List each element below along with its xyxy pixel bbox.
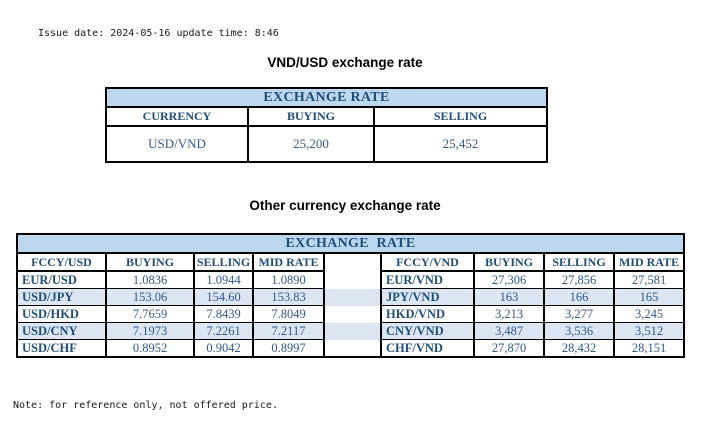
spacer-cell xyxy=(323,339,382,357)
other-table-band-row: EXCHANGE RATE xyxy=(15,233,686,254)
currency-pair-cell: CNY/VND xyxy=(380,322,475,340)
rate-cell: 3,213 xyxy=(473,305,545,323)
usd-table-header-row: CURRENCY BUYING SELLING xyxy=(105,106,548,127)
rate-cell: 3,512 xyxy=(612,322,686,340)
rate-cell: 3,245 xyxy=(612,305,686,323)
column-header-fccy-vnd: FCCY/VND xyxy=(380,252,475,272)
rate-cell: 153.06 xyxy=(105,288,195,306)
rate-cell: 3,277 xyxy=(543,305,615,323)
column-header-selling: SELLING xyxy=(193,252,254,272)
currency-pair-cell: EUR/USD xyxy=(16,270,107,289)
other-table-band: EXCHANGE RATE xyxy=(15,233,686,254)
table-row: USD/HKD 7.7659 7.8439 7.8049 HKD/VND 3,2… xyxy=(16,305,686,323)
rate-cell: 7.1973 xyxy=(105,322,195,340)
spacer-cell xyxy=(323,288,382,306)
usd-table-band: EXCHANGE RATE xyxy=(105,87,548,108)
column-header-buying: BUYING xyxy=(247,106,375,127)
column-header-fccy-usd: FCCY/USD xyxy=(16,252,107,272)
column-header-selling: SELLING xyxy=(373,106,548,127)
usd-table-band-row: EXCHANGE RATE xyxy=(105,87,548,108)
rate-cell: 165 xyxy=(612,288,686,306)
column-header-buying: BUYING xyxy=(105,252,195,272)
column-header-selling: SELLING xyxy=(543,252,615,272)
rate-cell: 1.0836 xyxy=(105,270,195,289)
rate-cell: 163 xyxy=(473,288,545,306)
rate-cell: 27,870 xyxy=(473,339,545,358)
other-table-title: Other currency exchange rate xyxy=(249,198,441,213)
rate-cell: 153.83 xyxy=(252,288,325,306)
rate-cell: 25,452 xyxy=(373,125,548,163)
currency-pair-cell: USD/VND xyxy=(105,125,249,163)
spacer-cell xyxy=(323,322,382,340)
spacer-cell xyxy=(323,252,382,271)
column-header-currency: CURRENCY xyxy=(105,106,249,127)
rate-cell: 0.8952 xyxy=(105,339,195,358)
rate-cell: 27,856 xyxy=(543,270,615,289)
rate-cell: 3,536 xyxy=(543,322,615,340)
spacer-cell xyxy=(323,271,382,289)
column-header-mid-rate: MID RATE xyxy=(252,252,325,272)
rate-cell: 7.8049 xyxy=(252,305,325,323)
table-row: USD/CNY 7.1973 7.2261 7.2117 CNY/VND 3,4… xyxy=(16,322,686,340)
spacer-cell xyxy=(323,305,382,323)
note-text: Note: for reference only, not offered pr… xyxy=(13,400,278,411)
issue-date-text: Issue date: 2024-05-16 update time: 8:46 xyxy=(38,28,279,39)
rate-cell: 28,432 xyxy=(543,339,615,358)
rate-cell: 7.7659 xyxy=(105,305,195,323)
rate-cell: 7.8439 xyxy=(193,305,254,323)
table-row: USD/CHF 0.8952 0.9042 0.8997 CHF/VND 27,… xyxy=(16,339,686,358)
rate-cell: 1.0890 xyxy=(252,270,325,289)
rate-cell: 7.2261 xyxy=(193,322,254,340)
usd-table-title: VND/USD exchange rate xyxy=(267,55,423,70)
currency-pair-cell: CHF/VND xyxy=(380,339,475,358)
rate-cell: 25,200 xyxy=(247,125,375,163)
usd-rate-table: EXCHANGE RATE CURRENCY BUYING SELLING US… xyxy=(105,87,548,163)
rate-cell: 0.9042 xyxy=(193,339,254,358)
currency-pair-cell: USD/HKD xyxy=(16,305,107,323)
rate-cell: 7.2117 xyxy=(252,322,325,340)
other-table-header-row: FCCY/USD BUYING SELLING MID RATE FCCY/VN… xyxy=(16,252,686,272)
rate-cell: 1.0944 xyxy=(193,270,254,289)
table-row: EUR/USD 1.0836 1.0944 1.0890 EUR/VND 27,… xyxy=(16,270,686,289)
column-header-buying: BUYING xyxy=(473,252,545,272)
rate-cell: 3,487 xyxy=(473,322,545,340)
other-currency-rate-table: EXCHANGE RATE FCCY/USD BUYING SELLING MI… xyxy=(15,233,686,358)
currency-pair-cell: USD/CNY xyxy=(16,322,107,340)
rate-cell: 28,151 xyxy=(612,339,686,358)
currency-pair-cell: USD/CHF xyxy=(16,339,107,358)
rate-cell: 27,306 xyxy=(473,270,545,289)
rate-cell: 166 xyxy=(543,288,615,306)
table-row: USD/JPY 153.06 154.60 153.83 JPY/VND 163… xyxy=(16,288,686,306)
rate-cell: 0.8997 xyxy=(252,339,325,358)
column-header-mid-rate: MID RATE xyxy=(612,252,686,272)
currency-pair-cell: HKD/VND xyxy=(380,305,475,323)
currency-pair-cell: EUR/VND xyxy=(380,270,475,289)
currency-pair-cell: JPY/VND xyxy=(380,288,475,306)
table-row: USD/VND 25,200 25,452 xyxy=(105,125,548,163)
currency-pair-cell: USD/JPY xyxy=(16,288,107,306)
rate-cell: 27,581 xyxy=(612,270,686,289)
rate-cell: 154.60 xyxy=(193,288,254,306)
